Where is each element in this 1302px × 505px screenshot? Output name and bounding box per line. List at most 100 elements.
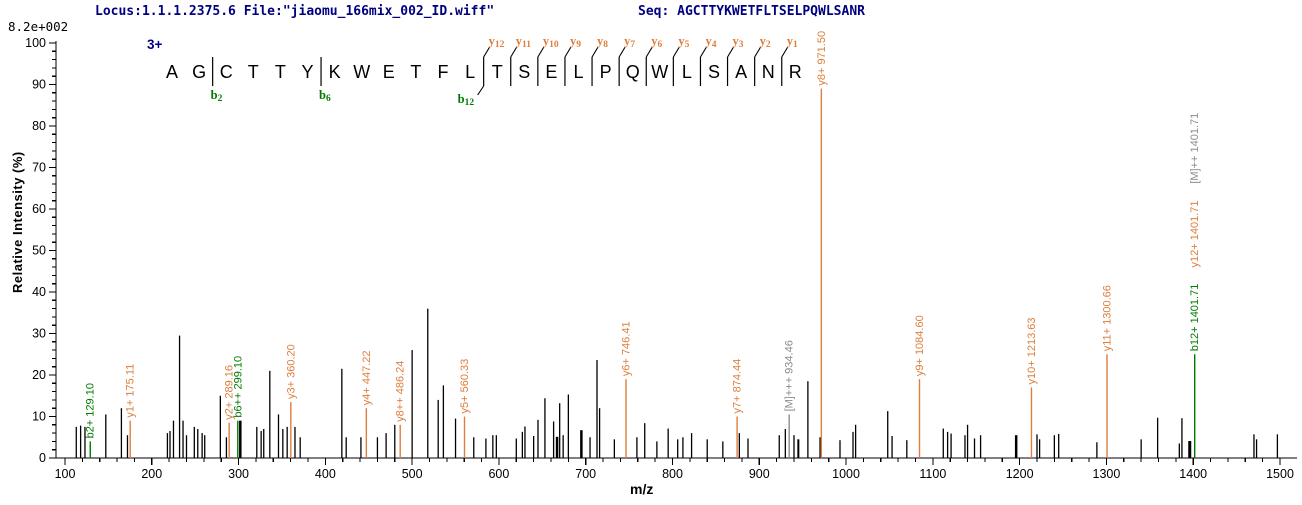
- sequence-residue: L: [573, 62, 583, 82]
- y-ion-label: y4: [705, 34, 716, 50]
- max-intensity-label: 8.2e+002: [8, 19, 69, 34]
- y-tick-label: 40: [32, 285, 46, 299]
- y-ion-label: y3: [733, 34, 744, 50]
- x-tick-label: 100: [55, 467, 76, 481]
- peak-label: y6+ 746.41: [620, 321, 632, 376]
- sequence-residue: Y: [301, 62, 313, 82]
- b-ion-label: b2: [211, 88, 223, 104]
- y-ion-slash: [591, 46, 599, 58]
- x-tick-label: 500: [402, 467, 423, 481]
- x-tick-label: 600: [488, 467, 509, 481]
- x-tick-label: 1100: [919, 467, 946, 481]
- peak-label: y12+ 1401.71: [1189, 200, 1201, 267]
- y-ion-slash: [781, 46, 789, 58]
- header-sequence-text: Seq: AGCTTYKWETFLTSELPQWLSANR: [638, 4, 865, 19]
- sequence-residue: T: [275, 62, 286, 82]
- y-ion-slash: [754, 46, 762, 58]
- y-ion-label: y5: [678, 34, 689, 50]
- y-tick-label: 90: [32, 78, 46, 92]
- b-ion-slash: [477, 85, 485, 96]
- peak-label: y5+ 560.33: [459, 359, 471, 414]
- sequence-residue: E: [383, 62, 395, 82]
- x-tick-label: 700: [575, 467, 596, 481]
- x-tick-label: 200: [141, 467, 162, 481]
- peak-label: [M]+++ 934.46: [784, 340, 796, 411]
- precursor-charge-label: 3+: [147, 37, 163, 52]
- sequence-residue: W: [353, 62, 370, 82]
- y-ion-slash: [510, 46, 518, 58]
- peak-label: y10+ 1213.63: [1026, 317, 1038, 384]
- y-ion-label: y6: [651, 34, 662, 50]
- x-axis-title: m/z: [630, 481, 654, 497]
- y-ion-label: y1: [787, 34, 798, 50]
- sequence-residue: N: [762, 62, 775, 82]
- sequence-residue: F: [438, 62, 449, 82]
- x-tick-label: 400: [315, 467, 336, 481]
- sequence-residue: A: [166, 62, 178, 82]
- y-ion-label: y9: [570, 34, 581, 50]
- peak-label: b2+ 129.10: [85, 383, 97, 438]
- sequence-residue: A: [735, 62, 747, 82]
- y-ion-label: y7: [624, 34, 635, 50]
- y-ion-slash: [699, 46, 707, 58]
- sequence-residue: L: [682, 62, 692, 82]
- y-tick-label: 30: [32, 327, 46, 341]
- sequence-residue: R: [789, 62, 802, 82]
- y-tick-label: 0: [39, 451, 46, 465]
- x-tick-label: 1300: [1093, 467, 1121, 481]
- y-tick-label: 20: [32, 368, 46, 382]
- sequence-residue: S: [708, 62, 720, 82]
- y-tick-label: 60: [32, 202, 46, 216]
- b-ion-label: b6: [319, 88, 331, 104]
- x-tick-label: 900: [749, 467, 770, 481]
- y-tick-label: 100: [25, 36, 46, 50]
- y-ion-label: y8: [597, 34, 608, 50]
- x-ticks: 100 200 300 400 500 600 700 800 900 1000 1100 1200 1…: [55, 458, 1294, 481]
- y-ion-label: y12: [489, 34, 505, 50]
- sequence-residue: L: [465, 62, 475, 82]
- y-ion-slash: [618, 46, 626, 58]
- y-ion-label: y2: [760, 34, 771, 50]
- y-tick-label: 50: [32, 244, 46, 258]
- peak-label: y2+ 289.16: [224, 365, 236, 420]
- peak-label: y11+ 1300.66: [1102, 285, 1114, 351]
- sequence-residue: C: [220, 62, 233, 82]
- peak-label: y9+ 1084.60: [914, 315, 926, 376]
- x-tick-label: 1200: [1006, 467, 1034, 481]
- y-ion-slash: [645, 46, 653, 58]
- sequence-residue: G: [192, 62, 206, 82]
- x-tick-label: 800: [662, 467, 683, 481]
- peak-label: b6++ 299.10: [232, 356, 244, 418]
- x-tick-label: 1000: [832, 467, 860, 481]
- y-ion-slash: [537, 46, 545, 58]
- x-tick-label: 300: [228, 467, 249, 481]
- peak-label: y8+ 971.50: [816, 31, 828, 86]
- y-ion-slash: [564, 46, 572, 58]
- peak-label: y3+ 360.20: [285, 344, 297, 399]
- axes: [55, 41, 1297, 459]
- sequence-residue: T: [248, 62, 259, 82]
- peak-label: b12+ 1401.71: [1189, 284, 1201, 352]
- y-ticks: 0 10 20 30 40 50 60 70 80 90 100: [25, 36, 56, 465]
- x-tick-label: 1500: [1266, 467, 1294, 481]
- y-ion-slash: [483, 46, 491, 58]
- sequence-residue: T: [492, 62, 503, 82]
- y-tick-label: 80: [32, 119, 46, 133]
- sequence-residue: Q: [626, 62, 640, 82]
- peak-label: y4+ 447.22: [361, 350, 373, 405]
- peak-label: [M]++ 1401.71: [1189, 113, 1201, 184]
- sequence-residue: S: [518, 62, 530, 82]
- sequence-residue: W: [651, 62, 668, 82]
- peak-label: y1+ 175.11: [125, 364, 137, 418]
- y-ion-label: y11: [516, 34, 531, 50]
- y-tick-label: 10: [32, 410, 46, 424]
- sequence-residue: T: [410, 62, 421, 82]
- header-locus-file: Locus:1.1.1.2375.6 File:"jiaomu_166mix_0…: [95, 4, 495, 19]
- peak-label: y8++ 486.24: [395, 361, 407, 422]
- sequence-residue: E: [545, 62, 557, 82]
- y-ion-slash: [727, 46, 735, 58]
